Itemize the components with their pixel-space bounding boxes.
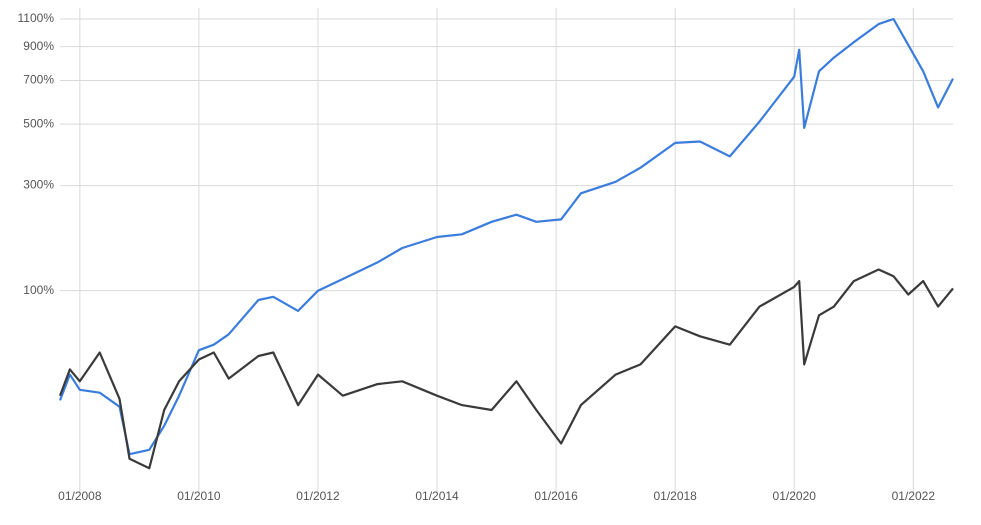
x-tick-label: 01/2020 [773, 489, 817, 503]
x-tick-label: 01/2014 [415, 489, 459, 503]
y-tick-label: 500% [23, 116, 54, 130]
y-tick-label: 100% [23, 283, 54, 297]
y-tick-label: 1100% [18, 11, 55, 25]
x-tick-label: 01/2016 [534, 489, 578, 503]
x-tick-label: 01/2010 [177, 489, 221, 503]
x-tick-label: 01/2022 [892, 489, 936, 503]
series-line [58, 17, 954, 456]
x-tick-label: 01/2008 [58, 489, 102, 503]
x-tick-label: 01/2012 [296, 489, 340, 503]
y-tick-label: 700% [23, 73, 54, 87]
y-tick-label: 900% [23, 39, 54, 53]
series-line [58, 268, 954, 470]
y-tick-label: 300% [23, 178, 54, 192]
x-tick-label: 01/2018 [653, 489, 697, 503]
